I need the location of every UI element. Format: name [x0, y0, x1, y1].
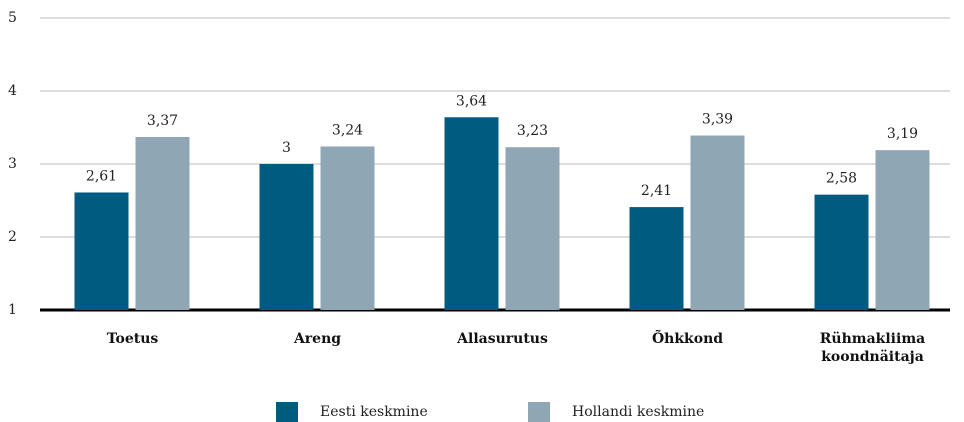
bar [505, 147, 560, 310]
value-label: 3,64 [456, 93, 487, 109]
x-tick-label: Toetus [106, 331, 159, 347]
bar [814, 194, 869, 310]
value-label: 3,19 [887, 126, 918, 142]
bar [875, 150, 930, 310]
bar [629, 207, 684, 310]
value-label: 3,37 [147, 113, 178, 129]
bar [259, 164, 314, 310]
value-label: 3,23 [517, 123, 548, 139]
legend-swatch [276, 402, 298, 422]
bar [690, 135, 745, 310]
y-tick-label: 4 [8, 83, 17, 99]
y-tick-label: 3 [8, 156, 17, 172]
value-label: 3,39 [702, 112, 733, 128]
y-tick-label: 1 [8, 302, 17, 318]
y-tick-label: 5 [8, 10, 17, 26]
legend-label: Hollandi keskmine [572, 404, 704, 420]
x-tick-label: Allasurutus [457, 331, 548, 347]
x-tick-label: Areng [293, 331, 342, 347]
value-label: 3,24 [332, 122, 363, 138]
bar [444, 117, 499, 310]
value-label: 2,58 [826, 171, 857, 187]
value-label: 2,61 [86, 168, 117, 184]
x-tick-label: Õhkkond [651, 331, 724, 347]
value-label: 2,41 [641, 183, 672, 199]
bar [135, 136, 190, 310]
legend-swatch [528, 402, 550, 422]
legend-label: Eesti keskmine [320, 404, 428, 420]
bar [74, 192, 129, 310]
bar [320, 146, 375, 310]
y-tick-label: 2 [8, 229, 17, 245]
value-label: 3 [282, 140, 291, 156]
x-tick-label: Rühmakliima koondnäitaja [819, 331, 926, 365]
